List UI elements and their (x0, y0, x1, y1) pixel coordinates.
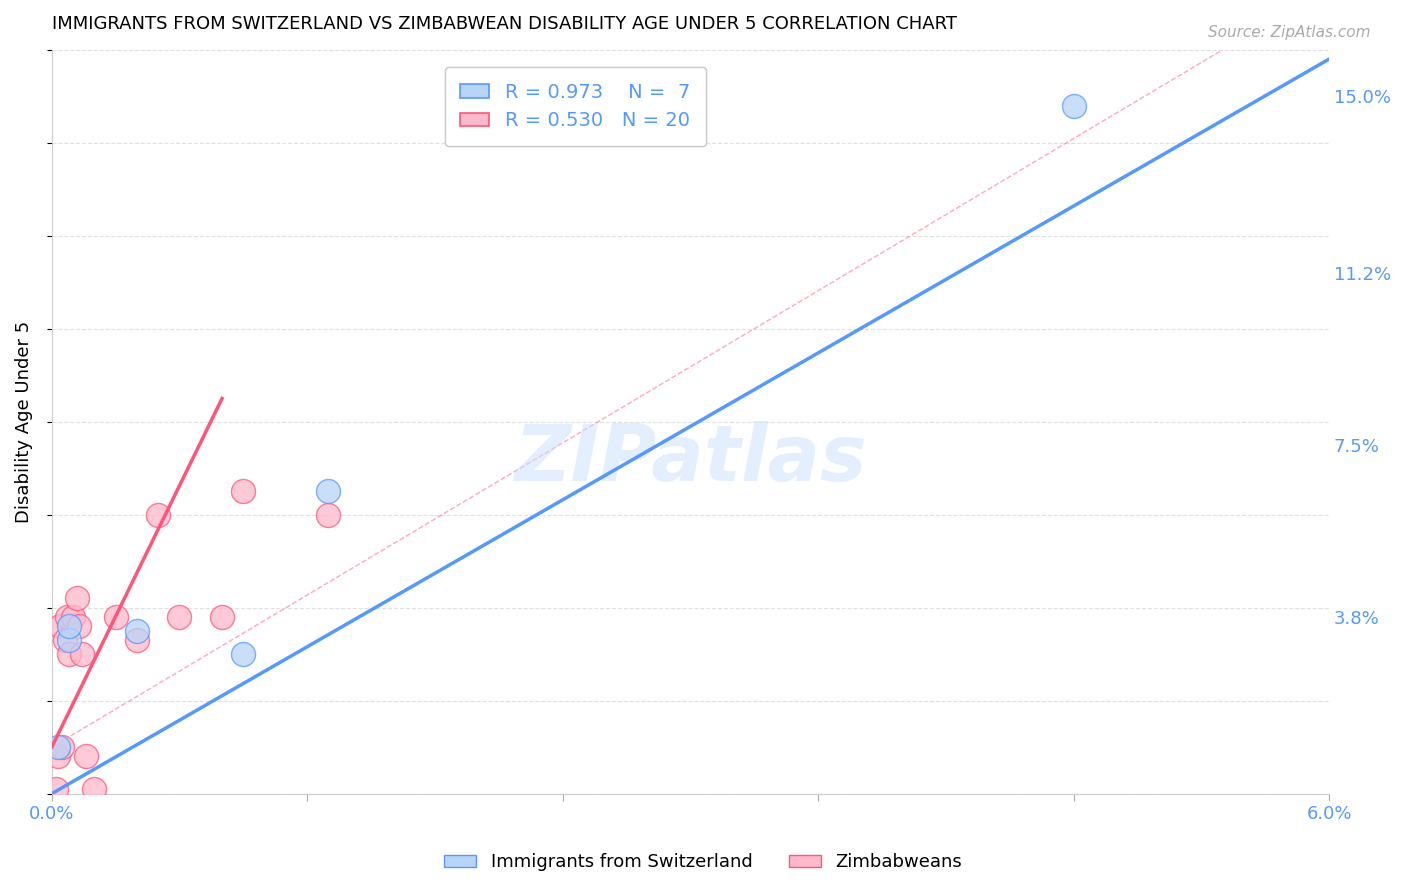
Point (53, 633, 76, 648)
Point (104, 610, 127, 624)
Point (75, 749, 97, 764)
Point (70, 647, 93, 661)
Point (83, 782, 105, 797)
Point (58, 633, 80, 648)
Text: ZIPatlas: ZIPatlas (515, 421, 866, 497)
Point (51, 740, 73, 755)
Point (169, 610, 191, 624)
Point (46, 740, 69, 755)
Point (211, 610, 233, 624)
Point (45, 782, 67, 797)
Y-axis label: Disability Age Under 5: Disability Age Under 5 (15, 320, 32, 523)
Point (318, 484, 340, 499)
Point (58, 619, 80, 633)
Point (232, 484, 254, 499)
Legend: Immigrants from Switzerland, Zimbabweans: Immigrants from Switzerland, Zimbabweans (436, 847, 970, 879)
Legend: R = 0.973    N =  7, R = 0.530   N = 20: R = 0.973 N = 7, R = 0.530 N = 20 (444, 67, 706, 145)
Point (1063, 98, 1085, 112)
Point (55, 610, 77, 624)
Point (232, 647, 254, 661)
Point (62, 610, 84, 624)
Text: Source: ZipAtlas.com: Source: ZipAtlas.com (1208, 25, 1371, 40)
Point (66, 591, 89, 606)
Point (49, 619, 72, 633)
Point (318, 508, 340, 522)
Point (58, 647, 80, 661)
Point (125, 624, 148, 638)
Point (46, 749, 69, 764)
Text: IMMIGRANTS FROM SWITZERLAND VS ZIMBABWEAN DISABILITY AGE UNDER 5 CORRELATION CHA: IMMIGRANTS FROM SWITZERLAND VS ZIMBABWEA… (52, 15, 956, 33)
Point (148, 508, 170, 522)
Point (67, 619, 90, 633)
Point (125, 633, 148, 648)
